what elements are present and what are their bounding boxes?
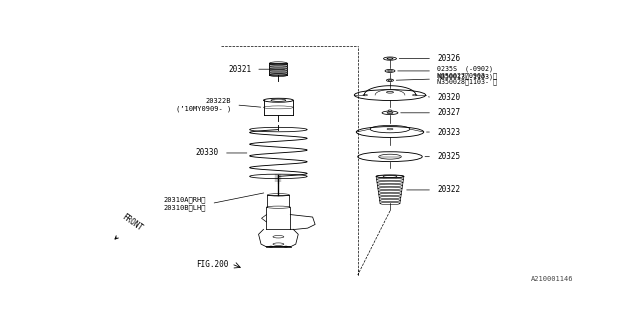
- Text: 20323: 20323: [437, 128, 460, 137]
- Text: N350013(-1103): N350013(-1103): [437, 74, 493, 80]
- Text: 20326: 20326: [437, 54, 460, 63]
- Text: 20322: 20322: [437, 185, 460, 195]
- Text: 20320: 20320: [437, 93, 460, 102]
- Text: 20322B
(’10MY0909- ): 20322B (’10MY0909- ): [176, 98, 231, 112]
- Text: N350028を1103- ん: N350028を1103- ん: [437, 78, 497, 84]
- Text: 20325: 20325: [437, 152, 460, 161]
- Text: 0235S  (-0902): 0235S (-0902): [437, 65, 493, 72]
- Text: 20321: 20321: [228, 65, 251, 74]
- Text: N350027を0903- ん: N350027を0903- ん: [437, 72, 497, 79]
- Text: 20327: 20327: [437, 108, 460, 117]
- Text: FRONT: FRONT: [115, 212, 144, 239]
- Text: 20310A〈RH〉
20310B〈LH〉: 20310A〈RH〉 20310B〈LH〉: [164, 196, 207, 211]
- Text: 20330: 20330: [196, 148, 219, 157]
- Text: FIG.200: FIG.200: [196, 260, 229, 269]
- Text: A210001146: A210001146: [531, 276, 573, 282]
